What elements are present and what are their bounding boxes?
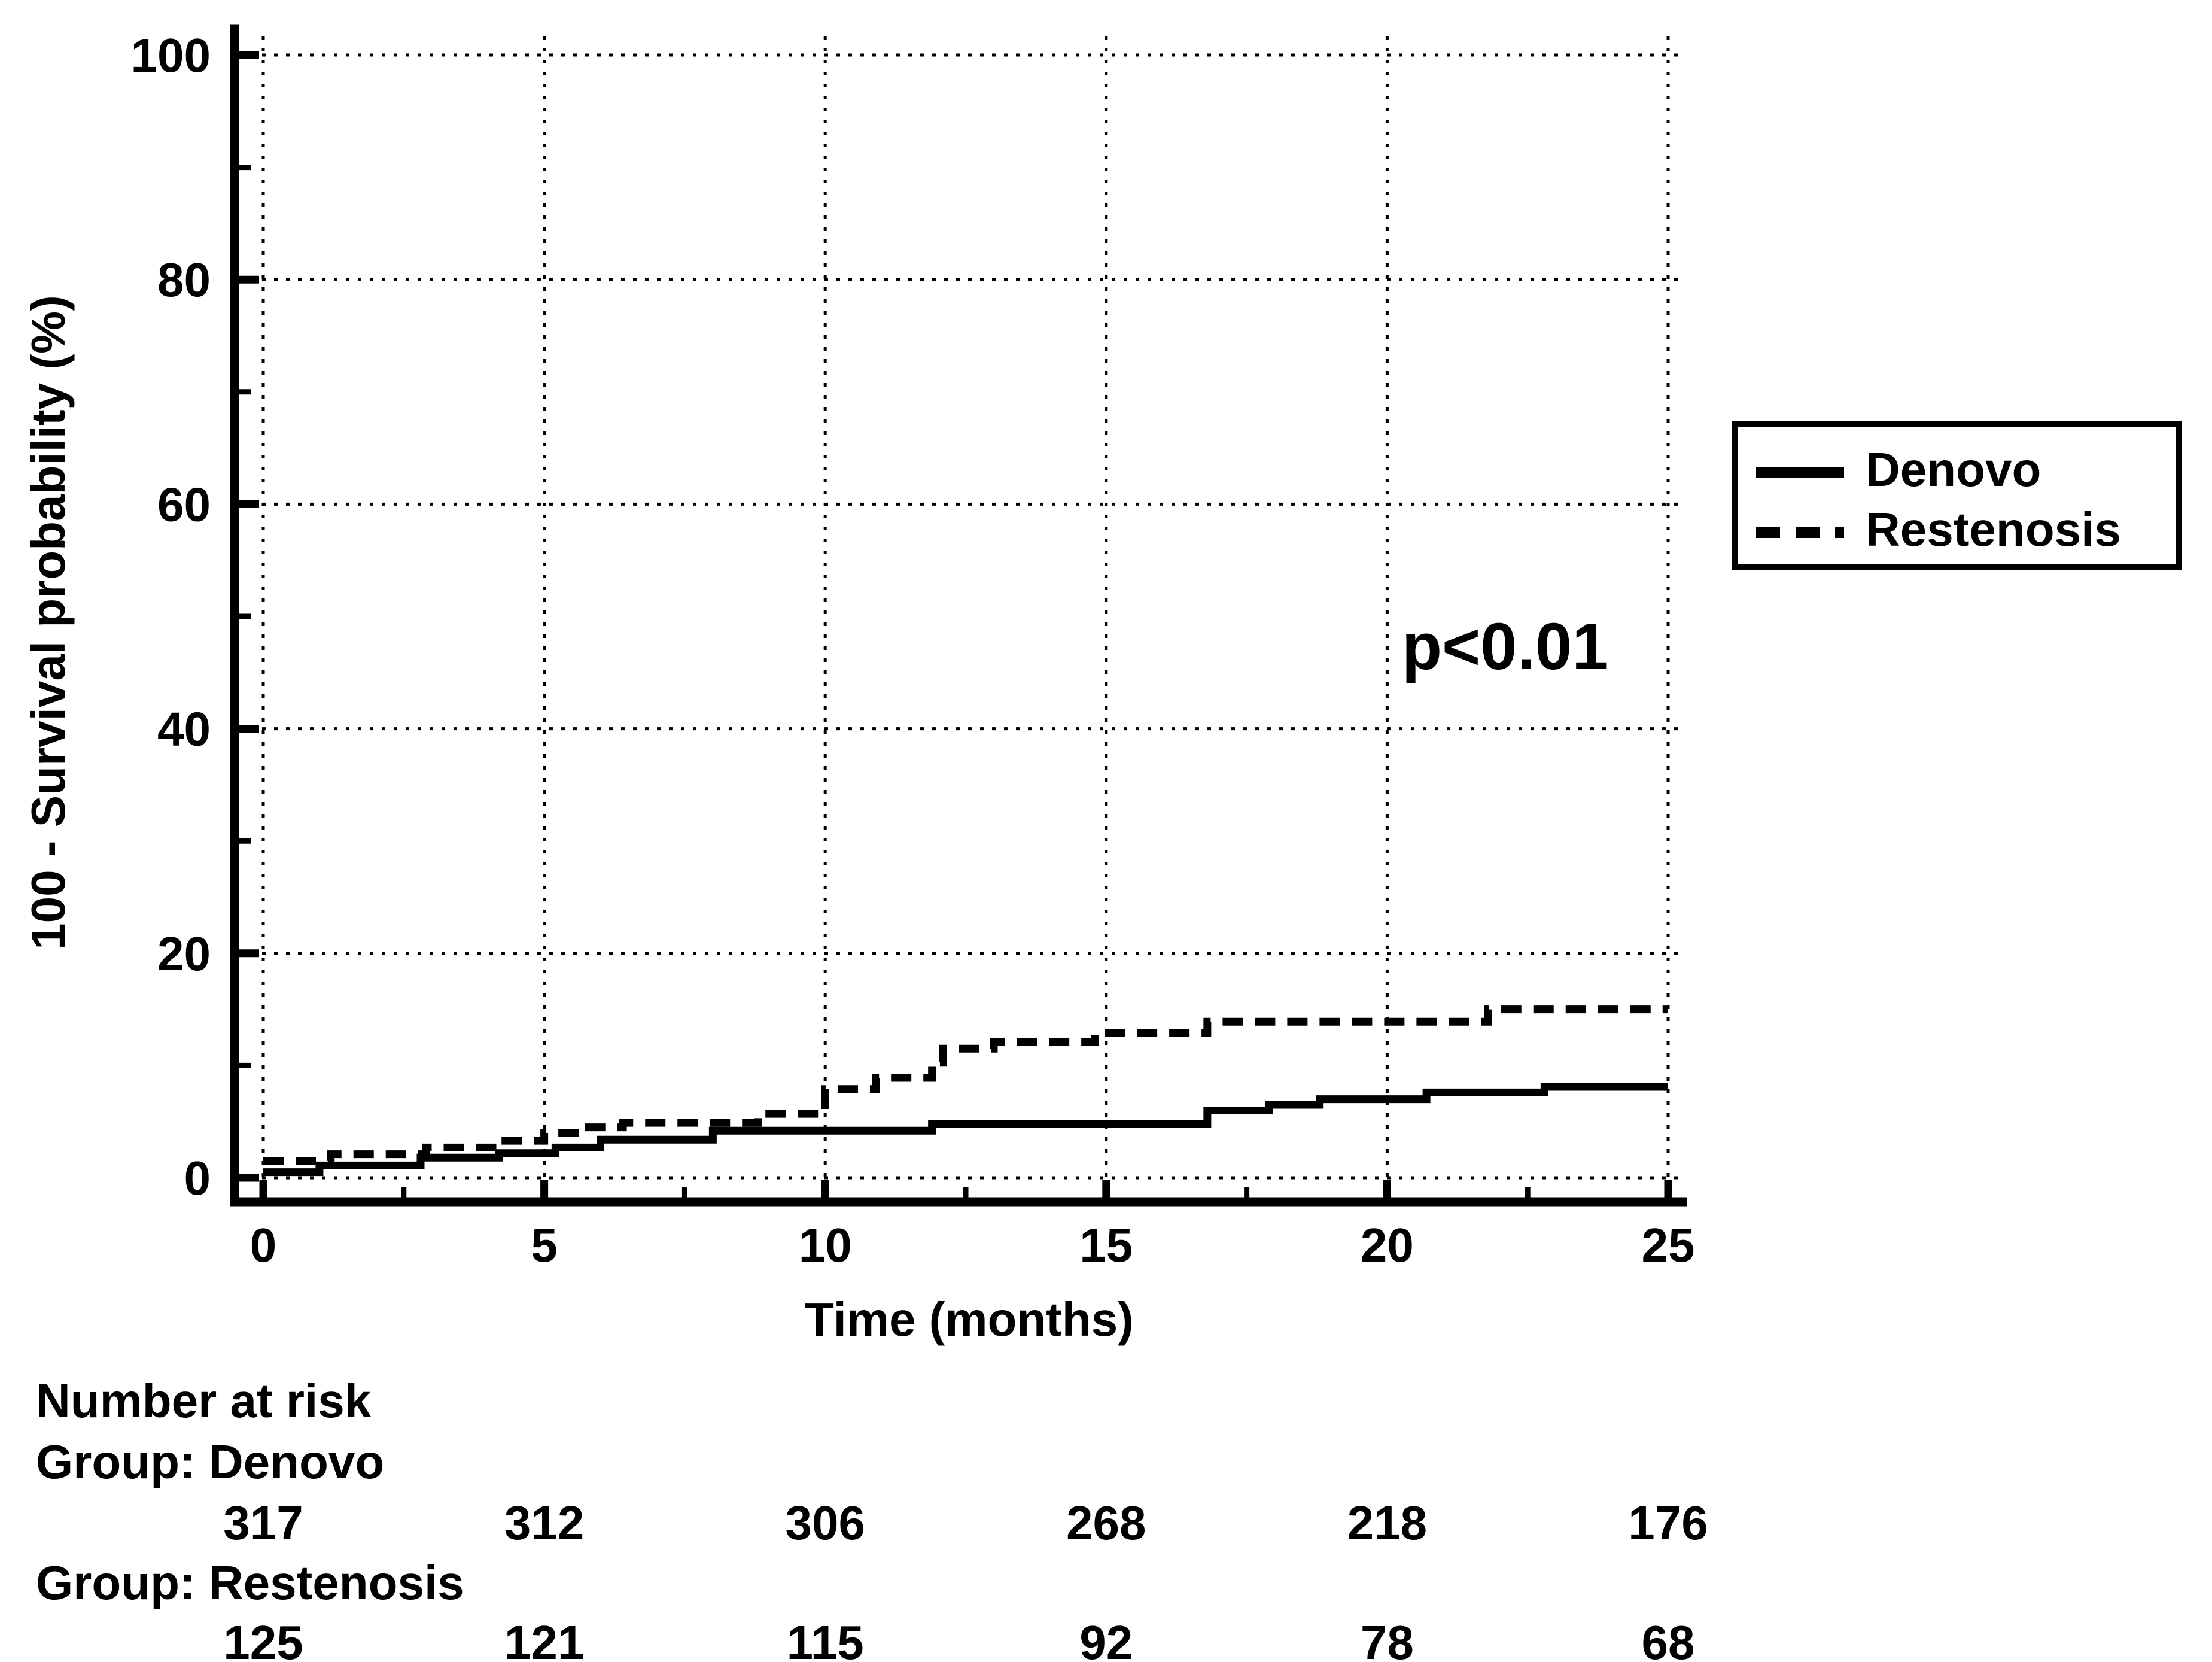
- x-tick-label-20: 20: [1361, 1219, 1414, 1272]
- x-axis-title: Time (months): [805, 1293, 1134, 1346]
- risk-count-denovo-5: 312: [504, 1496, 584, 1549]
- series-denovo: [263, 1083, 1668, 1177]
- risk-counts-denovo: 317 312 306 268 218 176: [223, 1496, 1708, 1549]
- series-restenosis: [263, 1005, 1668, 1165]
- axes: [230, 24, 1687, 1207]
- p-value-annotation: p<0.01: [1402, 610, 1609, 683]
- risk-count-denovo-0: 317: [223, 1496, 303, 1549]
- risk-count-restenosis-15: 92: [1079, 1616, 1133, 1662]
- risk-count-denovo-20: 218: [1347, 1496, 1427, 1549]
- y-tick-label-100: 100: [131, 29, 211, 82]
- tick-labels: 0 5 10 15 20 25 0 20 40 60 80 100: [131, 29, 1695, 1272]
- y-tick-label-20: 20: [157, 927, 211, 980]
- x-tick-label-0: 0: [250, 1219, 277, 1272]
- y-tick-label-80: 80: [157, 253, 211, 306]
- x-tick-label-25: 25: [1642, 1219, 1695, 1272]
- risk-count-restenosis-20: 78: [1361, 1616, 1414, 1662]
- risk-table: Number at risk Group: Denovo 317 312 306 26…: [36, 1374, 1708, 1662]
- risk-count-denovo-15: 268: [1066, 1496, 1146, 1549]
- axis-frame: [230, 24, 1687, 1207]
- y-tick-label-0: 0: [184, 1151, 211, 1205]
- legend-label-denovo: Denovo: [1866, 443, 2041, 496]
- risk-count-denovo-25: 176: [1628, 1496, 1708, 1549]
- legend-label-restenosis: Restenosis: [1866, 503, 2121, 556]
- risk-group-label-restenosis: Group: Restenosis: [36, 1556, 464, 1609]
- x-tick-label-15: 15: [1079, 1219, 1133, 1272]
- risk-counts-restenosis: 125 121 115 92 78 68: [223, 1616, 1694, 1662]
- legend-box: [1732, 421, 2182, 570]
- risk-count-restenosis-10: 115: [787, 1616, 864, 1662]
- x-tick-label-5: 5: [531, 1219, 558, 1272]
- legend: Denovo Restenosis: [1732, 421, 2182, 570]
- risk-count-restenosis-5: 121: [504, 1616, 584, 1662]
- risk-count-denovo-10: 306: [785, 1496, 865, 1549]
- tick-marks: [239, 51, 1672, 1198]
- y-axis-title: 100 - Survival probability (%): [22, 295, 75, 950]
- y-tick-label-40: 40: [157, 703, 211, 756]
- risk-count-restenosis-25: 68: [1642, 1616, 1695, 1662]
- risk-count-restenosis-0: 125: [223, 1616, 303, 1662]
- y-tick-label-60: 60: [157, 478, 211, 531]
- risk-table-title: Number at risk: [36, 1374, 372, 1427]
- data-series: [263, 1005, 1668, 1177]
- x-tick-label-10: 10: [799, 1219, 852, 1272]
- risk-group-label-denovo: Group: Denovo: [36, 1435, 384, 1488]
